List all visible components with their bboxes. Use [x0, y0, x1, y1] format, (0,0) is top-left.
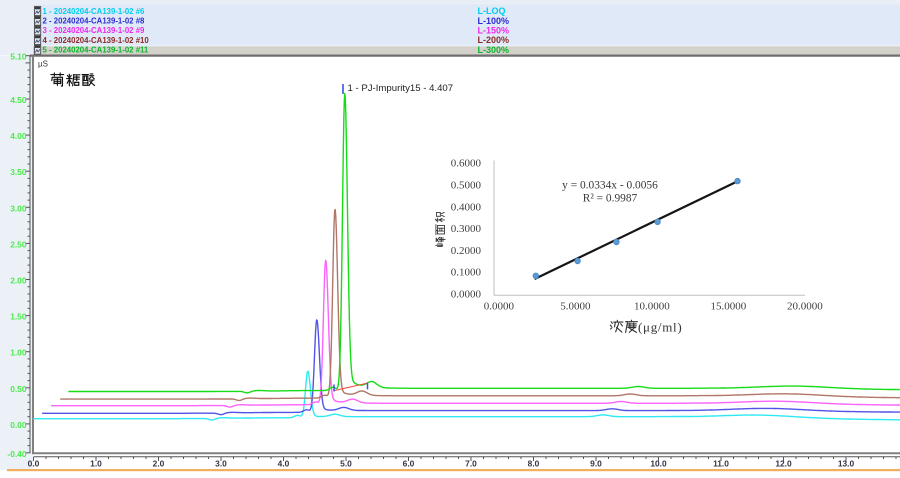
- svg-text:1.50: 1.50: [10, 312, 27, 322]
- svg-text:L-150%: L-150%: [478, 26, 510, 36]
- svg-text:0.0: 0.0: [28, 459, 40, 469]
- svg-text:3 - 20240204-CA139-1-02 #9: 3 - 20240204-CA139-1-02 #9: [43, 26, 146, 35]
- svg-text:0.0000: 0.0000: [484, 301, 515, 313]
- svg-text:1 - 20240204-CA139-1-02 #6: 1 - 20240204-CA139-1-02 #6: [43, 7, 146, 16]
- svg-text:1.0: 1.0: [90, 459, 102, 469]
- svg-text:3.00: 3.00: [10, 203, 27, 213]
- svg-text:y = 0.0334x - 0.0056: y = 0.0334x - 0.0056: [562, 180, 658, 192]
- svg-text:8.0: 8.0: [528, 459, 540, 469]
- svg-text:4.0: 4.0: [278, 459, 290, 469]
- svg-text:9.0: 9.0: [590, 459, 602, 469]
- svg-text:5.0: 5.0: [340, 459, 352, 469]
- svg-text:10.0000: 10.0000: [634, 301, 670, 313]
- svg-text:0.5000: 0.5000: [451, 180, 482, 192]
- svg-text:2.50: 2.50: [10, 239, 27, 249]
- svg-text:5.0000: 5.0000: [560, 301, 591, 313]
- svg-text:(μg/ml): (μg/ml): [638, 320, 682, 335]
- svg-text:R² = 0.9987: R² = 0.9987: [583, 193, 638, 205]
- svg-text:0.6000: 0.6000: [451, 158, 482, 170]
- svg-text:L-100%: L-100%: [478, 16, 510, 26]
- svg-text:15.0000: 15.0000: [711, 301, 747, 313]
- svg-text:3.50: 3.50: [10, 167, 27, 177]
- svg-text:4 - 20240204-CA139-1-02 #10: 4 - 20240204-CA139-1-02 #10: [43, 36, 150, 45]
- svg-text:20.0000: 20.0000: [787, 301, 823, 313]
- svg-text:12.0: 12.0: [775, 459, 792, 469]
- svg-text:L-300%: L-300%: [478, 45, 510, 55]
- svg-text:13.0: 13.0: [838, 459, 855, 469]
- svg-text:6.0: 6.0: [403, 459, 415, 469]
- svg-text:2.0: 2.0: [153, 459, 165, 469]
- svg-text:0.2000: 0.2000: [451, 245, 482, 257]
- svg-text:2.00: 2.00: [10, 276, 27, 286]
- svg-text:10.0: 10.0: [650, 459, 667, 469]
- svg-text:11.0: 11.0: [713, 459, 729, 469]
- svg-text:1.00: 1.00: [10, 348, 27, 358]
- svg-text:2 - 20240204-CA139-1-02 #8: 2 - 20240204-CA139-1-02 #8: [43, 16, 146, 25]
- svg-text:0.50: 0.50: [10, 384, 27, 394]
- svg-text:4.50: 4.50: [10, 95, 27, 105]
- svg-text:0.4000: 0.4000: [451, 201, 482, 213]
- svg-text:L-LOQ: L-LOQ: [478, 6, 506, 16]
- svg-text:1 - PJ-Impurity15 - 4.407: 1 - PJ-Impurity15 - 4.407: [348, 83, 454, 94]
- svg-text:0.0000: 0.0000: [451, 288, 482, 300]
- svg-text:-0.40: -0.40: [7, 449, 26, 459]
- svg-text:7.0: 7.0: [465, 459, 477, 469]
- svg-text:µS: µS: [38, 60, 48, 69]
- svg-text:L-200%: L-200%: [478, 35, 510, 45]
- svg-text:5.10: 5.10: [10, 52, 27, 62]
- svg-text:5 - 20240204-CA139-1-02 #11: 5 - 20240204-CA139-1-02 #11: [43, 45, 149, 54]
- svg-text:0.00: 0.00: [10, 420, 27, 430]
- svg-text:3.0: 3.0: [215, 459, 227, 469]
- svg-text:0.3000: 0.3000: [451, 223, 482, 235]
- svg-text:4.00: 4.00: [10, 131, 27, 141]
- svg-text:0.1000: 0.1000: [451, 267, 482, 279]
